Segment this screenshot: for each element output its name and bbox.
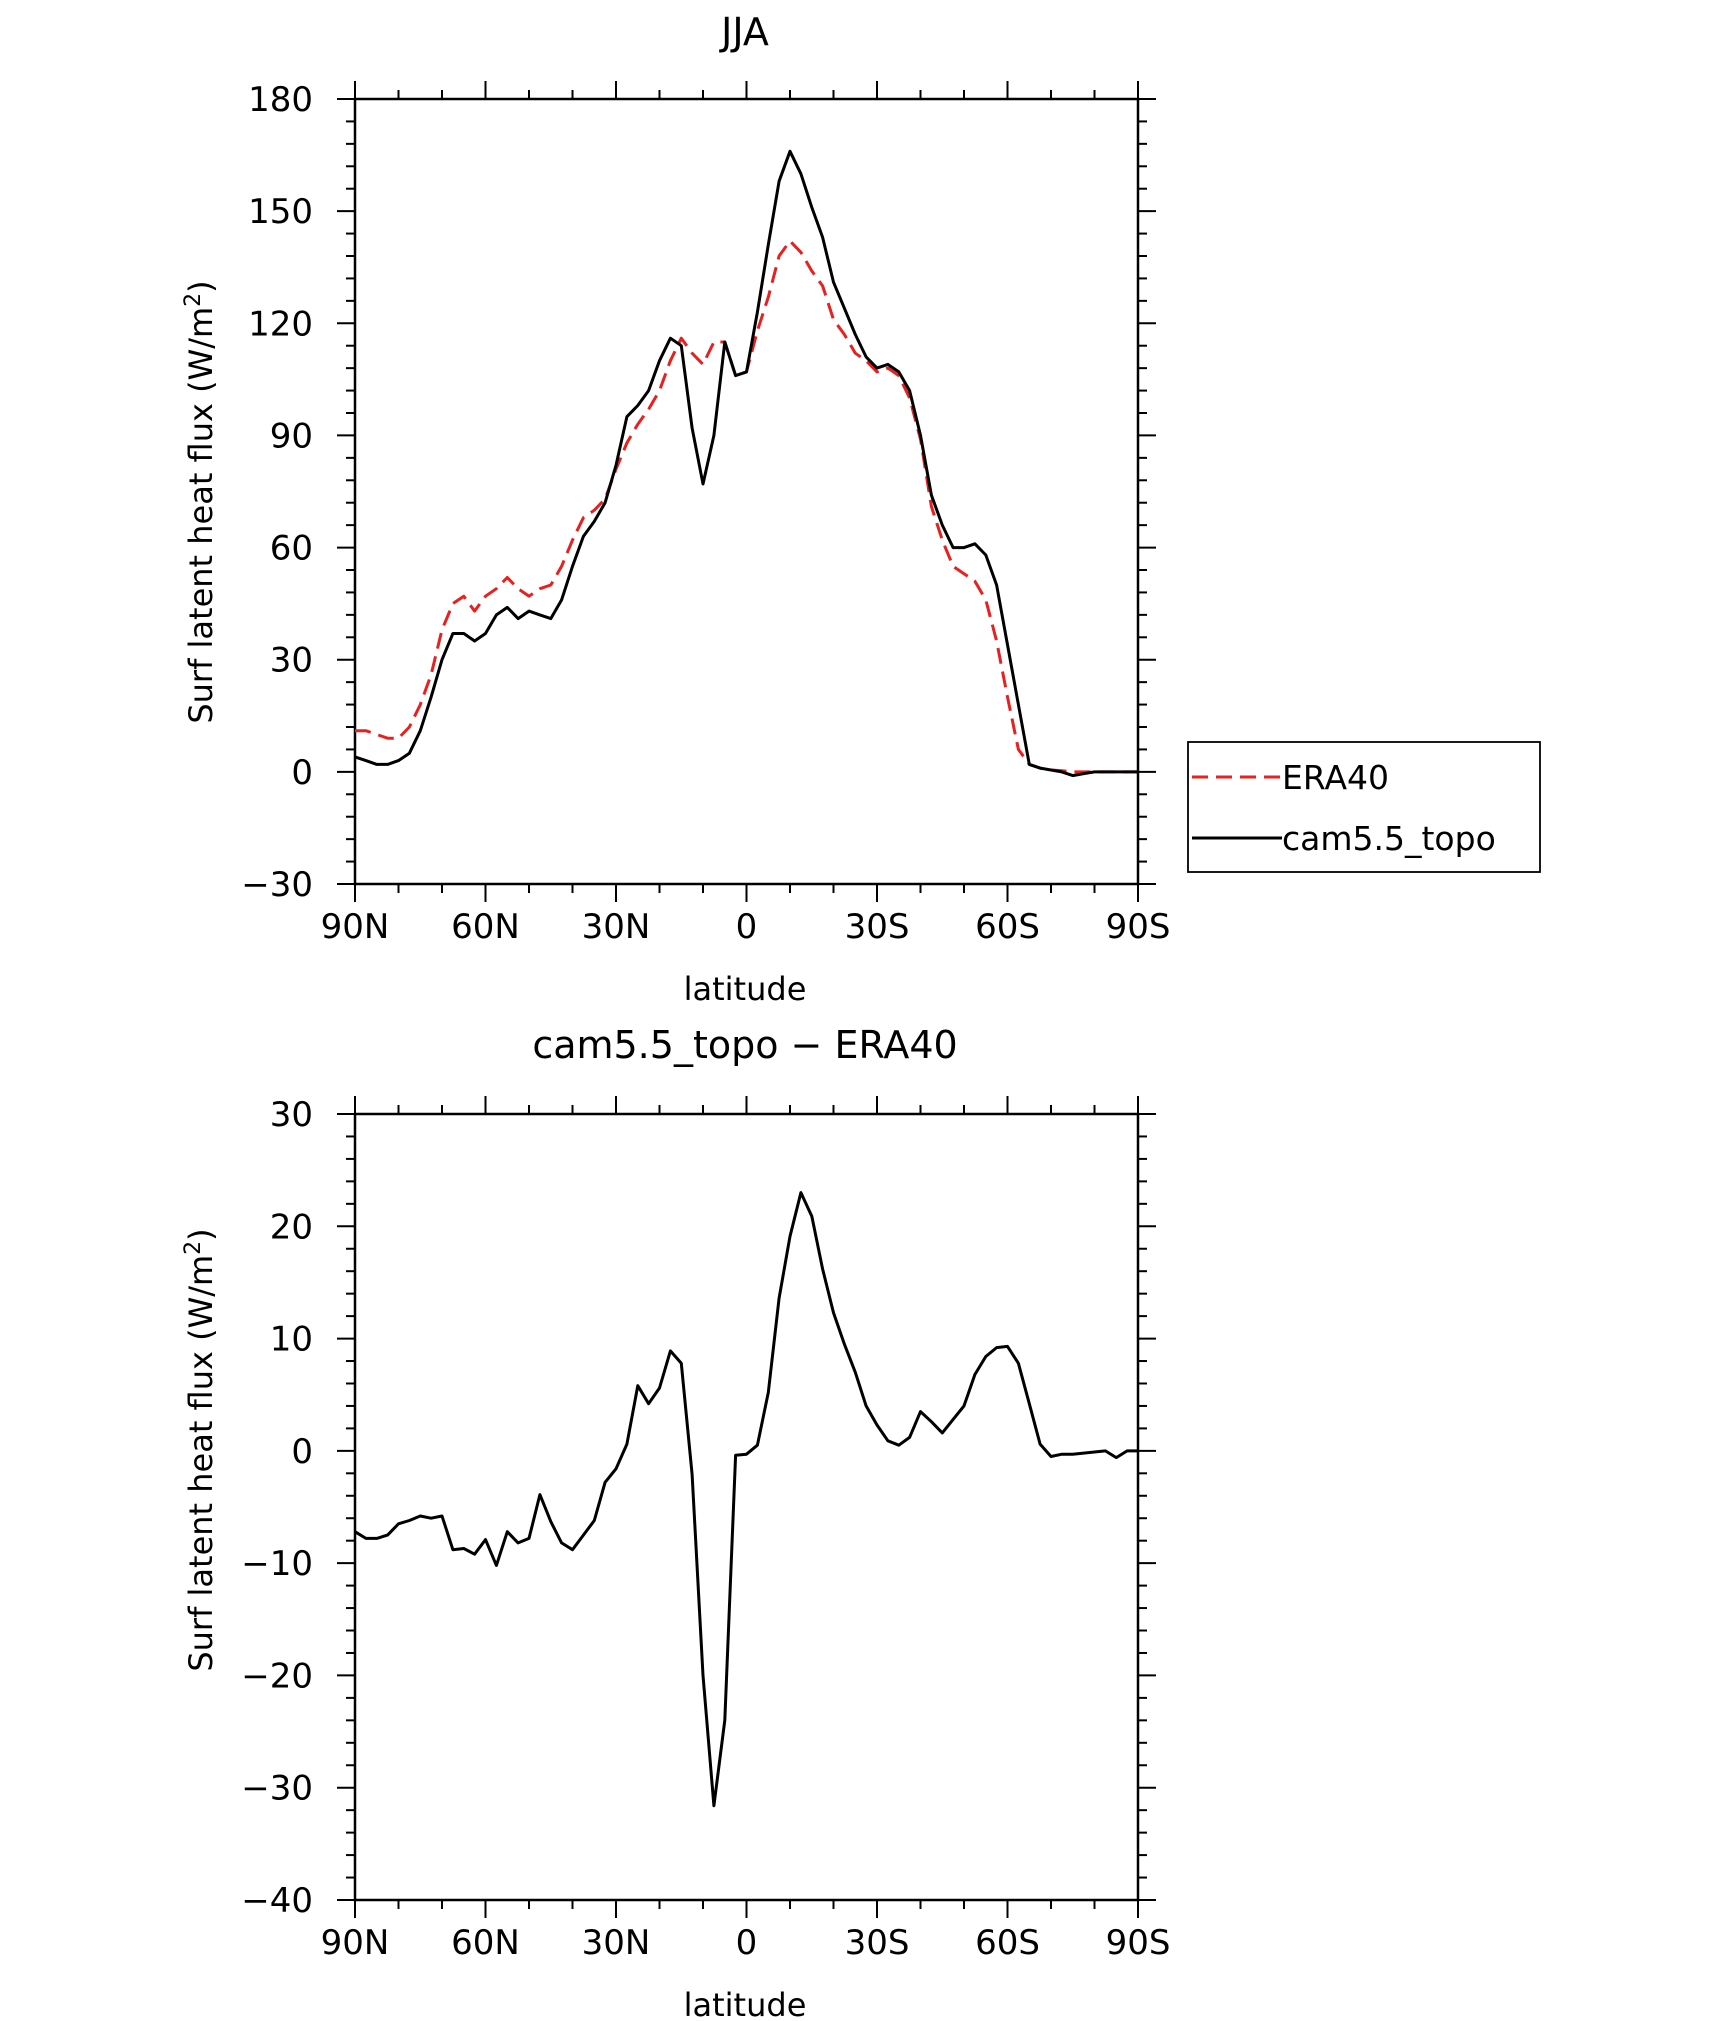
y-axis-label-superscript: 2 — [181, 293, 206, 307]
y-tick-label: 90 — [270, 416, 313, 456]
y-tick-label: 30 — [270, 1095, 313, 1135]
y-tick-label: 0 — [291, 753, 313, 793]
x-tick-label: 60N — [451, 907, 520, 947]
bottom-plot-area: 90N 60N 30N 0 30S 60S 90S −40 −30 −20 −10 0 10 20 30 — [241, 1095, 1170, 1963]
top-panel: JJA 90N 60N 30N 0 30S 60S 90S −30 0 30 60 90 120 150 1… — [181, 10, 1541, 1008]
y-tick-label: 180 — [248, 80, 313, 120]
x-axis-label: latitude — [684, 970, 807, 1008]
y-axis-label: Surf latent heat flux (W/m2) — [181, 280, 220, 723]
x-tick-label: 30S — [845, 907, 910, 947]
y-tick-label: −40 — [241, 1881, 313, 1921]
x-tick-label: 30S — [845, 1923, 910, 1963]
legend: ERA40 cam5.5_topo — [1187, 741, 1541, 873]
plot-frame — [353, 97, 1140, 886]
x-tick-label: 90N — [321, 1923, 390, 1963]
y-tick-label: 10 — [270, 1320, 313, 1360]
x-tick-label: 90N — [321, 907, 390, 947]
y-axis-label-tail: ) — [182, 280, 220, 292]
x-tick-label: 90S — [1106, 907, 1171, 947]
chart-title-difference: cam5.5_topo − ERA40 — [532, 1023, 957, 1067]
legend-box — [1187, 741, 1541, 873]
y-tick-label: −30 — [241, 865, 313, 905]
y-axis-label-superscript: 2 — [181, 1241, 206, 1255]
difference-series-line — [354, 1191, 1138, 1808]
x-tick-label: 60S — [975, 907, 1040, 947]
series-line-cam5-5-topo — [354, 149, 1138, 778]
x-tick-label: 0 — [736, 1923, 758, 1963]
top-plot-area: 90N 60N 30N 0 30S 60S 90S −30 0 30 60 90 120 150 180 — [241, 80, 1170, 947]
y-axis-label-tail: ) — [182, 1228, 220, 1240]
x-tick-label: 90S — [1106, 1923, 1171, 1963]
x-tick-label: 60S — [975, 1923, 1040, 1963]
legend-label-era40: ERA40 — [1282, 758, 1389, 797]
y-tick-label: 150 — [248, 192, 313, 232]
y-tick-label: 60 — [270, 529, 313, 569]
y-tick-label: −10 — [241, 1544, 313, 1584]
chart-title-jja: JJA — [719, 10, 769, 54]
x-tick-label: 30N — [582, 1923, 651, 1963]
y-axis-label-main: Surf latent heat flux (W/m — [182, 1255, 220, 1672]
series-line-era40 — [355, 239, 1138, 774]
y-tick-label: 20 — [270, 1207, 313, 1247]
y-tick-label: 0 — [291, 1432, 313, 1472]
x-tick-label: 30N — [582, 907, 651, 947]
y-axis-label-main: Surf latent heat flux (W/m — [182, 307, 220, 724]
y-tick-label: 120 — [248, 304, 313, 344]
x-tick-label: 60N — [451, 1923, 520, 1963]
y-tick-label: 30 — [270, 641, 313, 681]
x-axis-label: latitude — [684, 1986, 807, 2021]
x-tick-label: 0 — [736, 907, 758, 947]
y-axis-label: Surf latent heat flux (W/m2) — [181, 1228, 220, 1671]
plot-frame — [353, 1112, 1140, 1902]
y-tick-label: −30 — [241, 1769, 313, 1809]
legend-label-cam55-topo: cam5.5_topo — [1282, 819, 1496, 858]
y-tick-label: −20 — [241, 1656, 313, 1696]
bottom-panel: cam5.5_topo − ERA40 90N 60N 30N 0 30S 60S 90S −… — [181, 1023, 1170, 2021]
